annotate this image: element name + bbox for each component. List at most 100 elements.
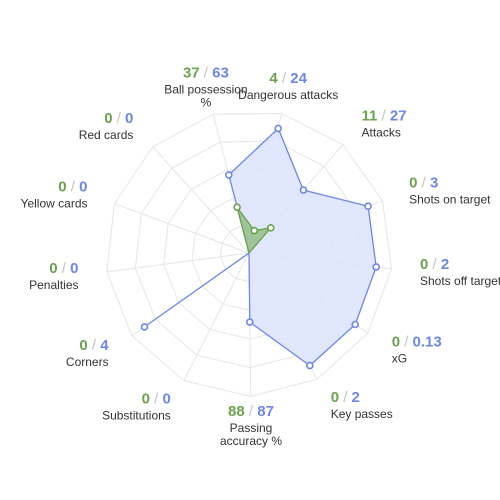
axis-label: accuracy % bbox=[220, 434, 282, 448]
value-separator: / bbox=[245, 403, 258, 420]
home-series-area bbox=[236, 206, 272, 254]
home-value: 0 bbox=[104, 110, 112, 127]
value-separator: / bbox=[428, 256, 441, 273]
axis-values: 0 / 0 bbox=[142, 391, 171, 408]
away-series-point bbox=[351, 320, 360, 329]
away-series-point bbox=[225, 171, 233, 179]
away-value: 2 bbox=[352, 389, 360, 406]
axis-values: 0 / 0 bbox=[58, 178, 87, 195]
value-separator: / bbox=[339, 389, 352, 406]
away-value: 3 bbox=[430, 175, 438, 192]
axis-label: Passing bbox=[230, 421, 273, 435]
away-value: 0.13 bbox=[413, 334, 442, 351]
grid-spoke bbox=[183, 252, 250, 381]
axis-values: 4 / 24 bbox=[269, 70, 307, 87]
axis-label: Red cards bbox=[79, 128, 134, 142]
axis-label: Key passes bbox=[331, 407, 393, 421]
axis-label: Penalties bbox=[29, 278, 78, 292]
axis-values: 0 / 2 bbox=[331, 389, 360, 406]
axis-label: xG bbox=[392, 352, 407, 366]
axis-values: 0 / 0 bbox=[104, 110, 133, 127]
axis-values: 0 / 0.13 bbox=[392, 334, 442, 351]
home-value: 37 bbox=[183, 65, 200, 82]
away-value: 0 bbox=[125, 110, 133, 127]
away-value: 4 bbox=[100, 337, 109, 354]
away-value: 63 bbox=[212, 65, 229, 82]
value-separator: / bbox=[200, 65, 213, 82]
home-series-point bbox=[250, 226, 259, 235]
axis-label: Attacks bbox=[362, 125, 401, 139]
away-value: 0 bbox=[70, 260, 78, 277]
home-value: 11 bbox=[362, 107, 378, 124]
axis-label: % bbox=[201, 96, 212, 110]
away-series-point bbox=[246, 318, 254, 326]
home-value: 88 bbox=[228, 403, 245, 420]
axis-values: 88 / 87 bbox=[228, 403, 274, 420]
away-series-point bbox=[305, 361, 314, 370]
away-series-point bbox=[364, 202, 372, 210]
away-value: 0 bbox=[162, 391, 170, 408]
grid-spoke bbox=[114, 203, 250, 254]
axis-values: 0 / 4 bbox=[79, 337, 109, 354]
axis-label: Substitutions bbox=[102, 409, 171, 423]
value-separator: / bbox=[58, 260, 71, 277]
grid-spoke bbox=[152, 146, 250, 254]
home-value: 0 bbox=[79, 337, 87, 354]
value-separator: / bbox=[417, 175, 430, 192]
away-series-point bbox=[299, 186, 308, 194]
axis-label: Yellow cards bbox=[21, 196, 88, 210]
away-series-point bbox=[140, 323, 149, 331]
away-value: 0 bbox=[79, 178, 87, 195]
home-value: 0 bbox=[58, 178, 66, 195]
value-separator: / bbox=[150, 391, 163, 408]
value-separator: / bbox=[67, 178, 80, 195]
axis-values: 0 / 0 bbox=[49, 260, 78, 277]
away-series-point bbox=[274, 124, 283, 133]
axis-label: Dangerous attacks bbox=[238, 88, 338, 102]
home-value: 0 bbox=[409, 175, 417, 192]
axis-label: Shots on target bbox=[409, 193, 491, 207]
home-series-point bbox=[233, 203, 241, 211]
value-separator: / bbox=[278, 70, 291, 87]
away-value: 24 bbox=[290, 70, 307, 87]
away-series-point bbox=[372, 263, 381, 271]
radar-series bbox=[140, 124, 381, 370]
value-separator: / bbox=[113, 110, 126, 127]
axis-label: Shots off target bbox=[420, 274, 500, 288]
value-separator: / bbox=[377, 107, 390, 124]
axis-label: Corners bbox=[66, 355, 109, 369]
grid-spoke bbox=[106, 252, 250, 273]
away-value: 2 bbox=[441, 256, 449, 273]
home-series-point bbox=[266, 224, 275, 232]
home-value: 0 bbox=[392, 334, 400, 351]
value-separator: / bbox=[400, 334, 413, 351]
home-value: 0 bbox=[420, 256, 428, 273]
axis-values: 0 / 2 bbox=[420, 256, 449, 273]
axis-values: 0 / 3 bbox=[409, 175, 438, 192]
home-value: 0 bbox=[49, 260, 57, 277]
home-value: 0 bbox=[331, 389, 339, 406]
home-value: 4 bbox=[269, 70, 278, 87]
axis-values: 11 / 27 bbox=[362, 107, 407, 124]
axis-values: 37 / 63 bbox=[183, 65, 229, 82]
value-separator: / bbox=[88, 337, 101, 354]
away-value: 27 bbox=[390, 107, 407, 124]
grid-ring bbox=[106, 112, 393, 397]
home-value: 0 bbox=[142, 391, 150, 408]
away-value: 87 bbox=[257, 403, 274, 420]
